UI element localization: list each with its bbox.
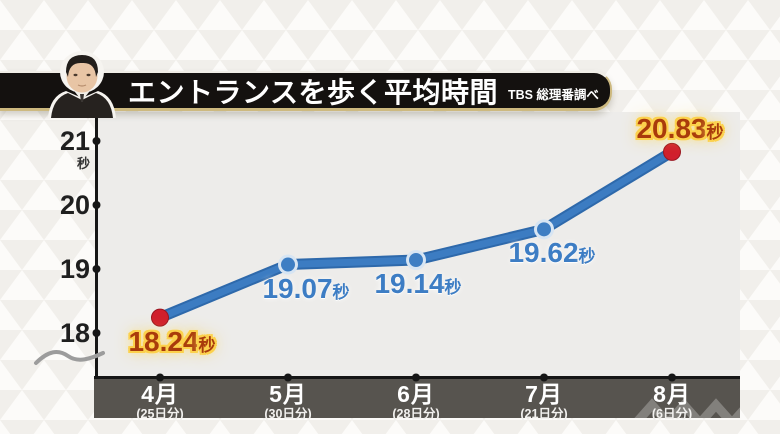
x-tick-dot xyxy=(156,373,164,382)
station-watermark-zigzag xyxy=(634,398,740,418)
data-point-blue xyxy=(409,253,423,268)
source-credit: TBS 総理番調べ xyxy=(507,88,599,102)
y-axis-line xyxy=(95,112,98,379)
pm-portrait-photo xyxy=(42,50,122,118)
y-tick-dot xyxy=(92,201,101,209)
y-tick-dot xyxy=(92,329,101,337)
y-tick-dot xyxy=(92,265,101,273)
data-point-red xyxy=(663,142,681,161)
axis-break-squiggle xyxy=(34,349,105,365)
data-point-red xyxy=(151,308,169,327)
x-tick-dot xyxy=(668,373,676,382)
x-tick-dot xyxy=(412,373,420,382)
x-axis-bar xyxy=(94,379,740,418)
data-point-blue xyxy=(537,222,551,237)
person-portrait-icon xyxy=(48,51,116,118)
x-tick-dot xyxy=(540,373,548,382)
chart-plot-area xyxy=(96,112,740,378)
data-line xyxy=(156,148,676,322)
chart-title: エントランスを歩く平均時間 xyxy=(128,76,498,108)
x-tick-dot xyxy=(284,373,292,382)
data-line-edge xyxy=(154,146,678,324)
y-tick-dot xyxy=(92,137,101,145)
data-point-blue xyxy=(281,257,295,272)
